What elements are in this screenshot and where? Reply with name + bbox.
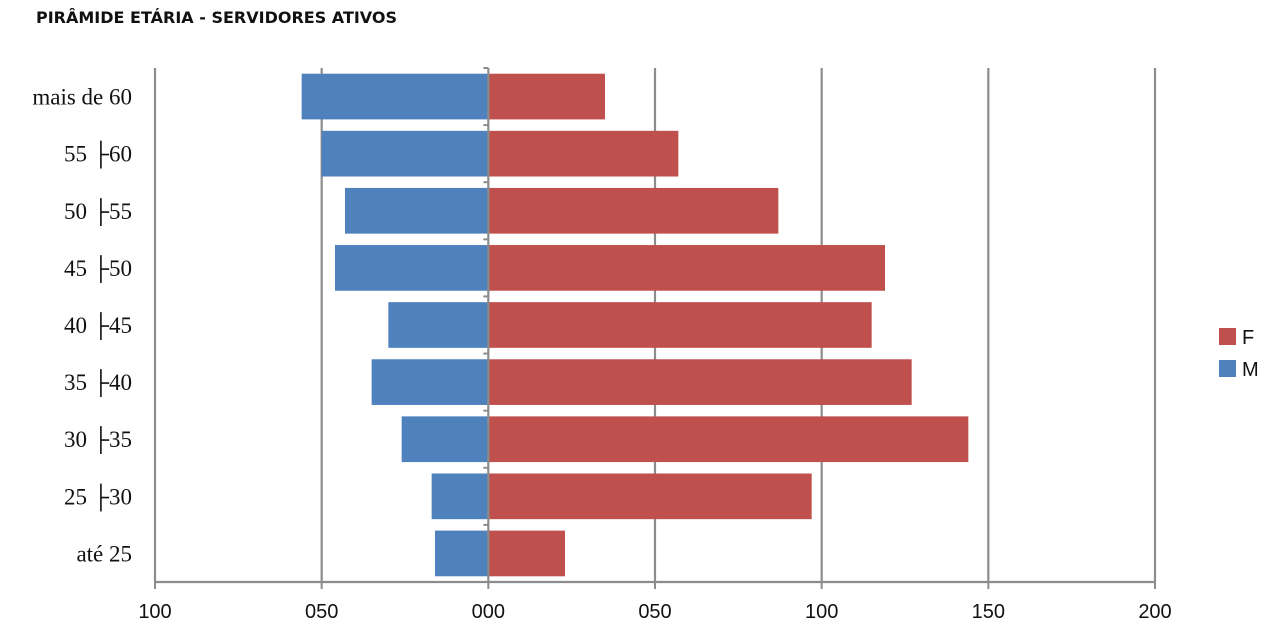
x-tick-label: 050 — [305, 601, 338, 623]
category-label: 40 ├45 — [64, 312, 132, 340]
chart-title: PIRÂMIDE ETÁRIA - SERVIDORES ATIVOS — [36, 8, 398, 27]
bar-f — [488, 302, 872, 348]
bar-f — [488, 473, 812, 520]
bar-f — [488, 416, 969, 463]
category-label: 50 ├55 — [64, 198, 132, 226]
x-tick-label: 100 — [805, 601, 838, 623]
category-label: 25 ├30 — [64, 483, 132, 511]
bar-f — [488, 245, 885, 291]
bar-m — [388, 302, 489, 348]
bar-m — [321, 130, 489, 177]
legend-label-f: F — [1242, 327, 1254, 349]
legend-label-m: M — [1242, 359, 1259, 381]
legend-swatch-m — [1219, 360, 1236, 377]
bar-m — [431, 473, 489, 520]
category-label: 45 ├50 — [64, 255, 132, 283]
category-label: 35 ├40 — [64, 369, 132, 397]
bar-f — [488, 359, 912, 405]
x-tick-label: 100 — [138, 601, 171, 623]
bar-m — [335, 245, 489, 291]
category-labels: mais de 60 55 ├60 50 ├55 45 ├50 40 ├45 35 ├40… — [32, 85, 132, 567]
bar-f — [488, 73, 605, 120]
bar-m — [371, 359, 489, 405]
legend-swatch-f — [1219, 328, 1236, 345]
category-label: 55 ├60 — [64, 141, 132, 169]
bar-f — [488, 530, 565, 577]
category-label: mais de 60 — [32, 85, 132, 110]
bar-m — [301, 73, 489, 120]
x-tick-labels: 100 050 000 050 100 150 200 — [138, 601, 1171, 623]
bar-m — [435, 530, 489, 577]
bar-f — [488, 187, 779, 234]
legend: FM — [1219, 327, 1259, 381]
category-label: até 25 — [76, 541, 132, 566]
x-tick-label: 000 — [472, 601, 505, 623]
x-tick-label: 150 — [972, 601, 1005, 623]
bar-m — [401, 416, 489, 463]
x-tick-label: 050 — [638, 601, 671, 623]
bar-f — [488, 130, 679, 177]
x-tick-label: 200 — [1138, 601, 1171, 623]
axes — [154, 67, 1156, 589]
bars — [301, 73, 969, 577]
bar-m — [345, 187, 489, 234]
category-label: 30 ├35 — [64, 426, 132, 454]
